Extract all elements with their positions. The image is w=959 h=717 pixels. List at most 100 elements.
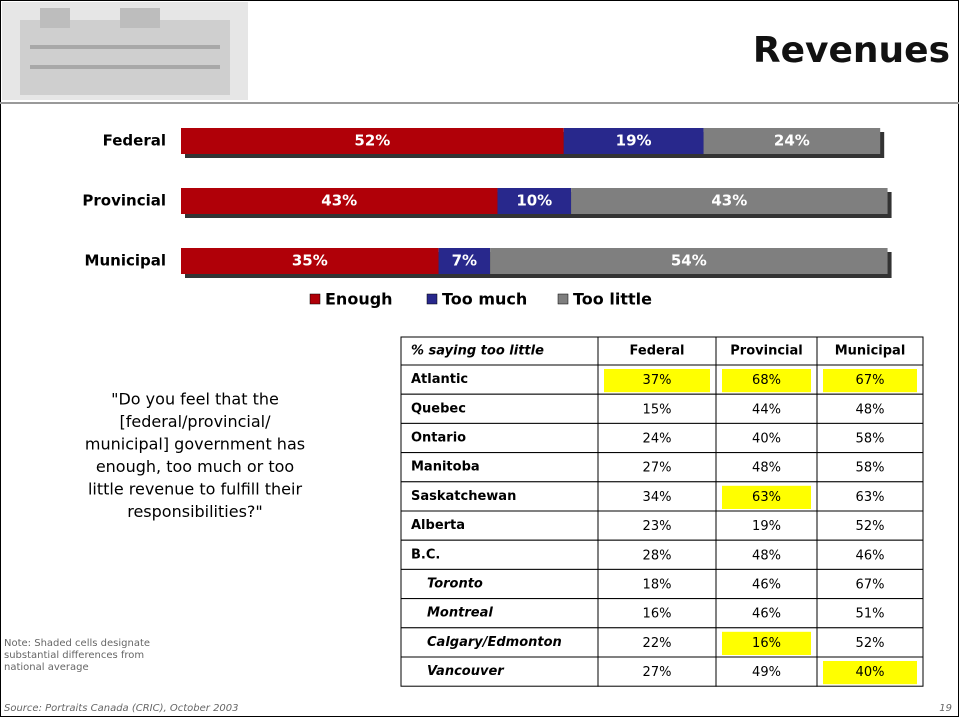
table-cell — [816, 539, 924, 570]
bar-value-label: 54% — [671, 252, 707, 270]
bar-segment — [181, 188, 498, 214]
table-value: 63% — [856, 490, 885, 505]
category-label: Provincial — [82, 192, 166, 210]
bar-segment — [181, 248, 439, 274]
table-header-text: Provincial — [730, 344, 802, 359]
table-value: 52% — [856, 519, 885, 534]
table-value: 44% — [752, 402, 781, 417]
table-value: 27% — [643, 665, 672, 680]
table-header-text: Municipal — [835, 344, 906, 359]
table-cell — [816, 393, 924, 424]
table-header-text: % saying too little — [411, 344, 544, 359]
bar-value-label: 10% — [516, 192, 552, 210]
highlight — [823, 369, 917, 393]
legend-swatch — [426, 293, 438, 305]
row-label: Quebec — [411, 401, 466, 416]
table-value: 19% — [752, 519, 781, 534]
table-cell — [400, 598, 599, 629]
page-number: 19 — [939, 703, 952, 714]
table-value: 67% — [856, 373, 885, 388]
note-line: substantial differences from — [4, 650, 144, 661]
highlight — [604, 369, 710, 393]
table-value: 28% — [643, 548, 672, 563]
highlight — [722, 485, 811, 509]
table-cell — [400, 422, 599, 454]
table-value: 48% — [752, 548, 781, 563]
row-label: Atlantic — [411, 372, 468, 387]
table-header-cell — [400, 336, 599, 366]
bar-value-label: 43% — [711, 192, 747, 210]
table-value: 46% — [856, 548, 885, 563]
bar-segment — [438, 248, 491, 274]
bar-segment — [571, 188, 888, 214]
table-cell — [597, 510, 717, 541]
legend-label: Too little — [573, 290, 652, 309]
row-label: Vancouver — [427, 664, 505, 679]
bar-segment — [703, 128, 881, 154]
table-value: 23% — [643, 519, 672, 534]
bar-value-label: 35% — [292, 252, 328, 270]
table-value: 52% — [856, 636, 885, 651]
bar-segment — [497, 188, 572, 214]
table-cell — [597, 627, 717, 658]
table-header-cell — [816, 336, 924, 366]
slide-title: Revenues — [753, 30, 950, 71]
table-value: 18% — [643, 578, 672, 593]
row-label: B.C. — [411, 547, 440, 562]
table-value: 37% — [643, 373, 672, 388]
table-cell — [400, 539, 599, 570]
question-line: little revenue to fulfill their — [88, 480, 303, 499]
table-value: 27% — [643, 461, 672, 476]
table-cell — [400, 452, 599, 483]
category-label: Municipal — [85, 252, 166, 270]
table-value: 46% — [752, 607, 781, 622]
table-cell — [715, 539, 818, 570]
header-image — [2, 2, 248, 100]
table-header-cell — [715, 336, 818, 366]
table-value: 40% — [856, 665, 885, 680]
table-cell — [816, 568, 924, 600]
table-value: 22% — [643, 636, 672, 651]
legend-label: Too much — [442, 290, 527, 309]
source: Source: Portraits Canada (CRIC), October… — [4, 703, 239, 714]
note-line: Note: Shaded cells designate — [4, 638, 150, 649]
table-value: 24% — [643, 432, 672, 447]
table-cell — [597, 422, 717, 454]
table-cell — [400, 364, 599, 395]
row-label: Calgary/Edmonton — [427, 635, 562, 650]
bar-value-label: 19% — [616, 132, 652, 150]
row-label: Toronto — [427, 577, 483, 592]
table-cell — [715, 393, 818, 424]
question-line: responsibilities?" — [127, 502, 263, 521]
highlight — [722, 369, 811, 393]
bar-segment — [181, 128, 564, 154]
bar-value-label: 52% — [354, 132, 390, 150]
table-value: 40% — [752, 432, 781, 447]
table-value: 51% — [856, 607, 885, 622]
table-value: 48% — [856, 402, 885, 417]
question-line: [federal/provincial/ — [119, 412, 271, 431]
row-label: Saskatchewan — [411, 489, 516, 504]
table-value: 49% — [752, 665, 781, 680]
table-cell — [816, 422, 924, 454]
table-header-text: Federal — [630, 344, 685, 359]
table-value: 34% — [643, 490, 672, 505]
row-label: Ontario — [411, 431, 466, 446]
table-cell — [715, 510, 818, 541]
bar-value-label: 43% — [321, 192, 357, 210]
legend-label: Enough — [325, 290, 393, 309]
highlight — [722, 631, 811, 655]
category-label: Federal — [103, 132, 166, 150]
table-cell — [715, 656, 818, 687]
row-label: Montreal — [427, 606, 493, 621]
table-cell — [816, 452, 924, 483]
table-value: 16% — [752, 636, 781, 651]
table-cell — [400, 481, 599, 512]
table-value: 15% — [643, 402, 672, 417]
table-cell — [400, 568, 599, 600]
bar-segment — [490, 248, 888, 274]
table-cell — [816, 598, 924, 629]
table-cell — [816, 627, 924, 658]
note-line: national average — [4, 662, 89, 673]
